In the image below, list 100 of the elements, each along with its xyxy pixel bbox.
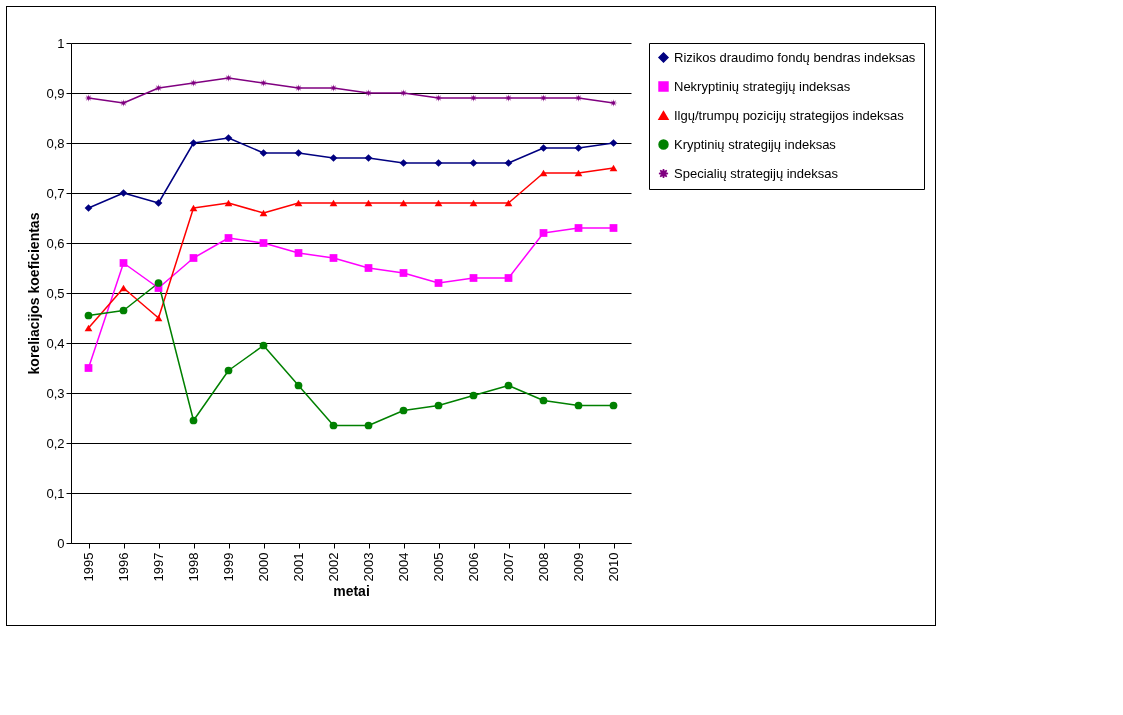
point bbox=[364, 199, 373, 207]
point bbox=[84, 94, 93, 102]
y-tick-label: 0,1 bbox=[46, 485, 65, 501]
point bbox=[504, 159, 513, 167]
point bbox=[504, 94, 513, 102]
point bbox=[154, 199, 163, 207]
point bbox=[609, 99, 618, 107]
point bbox=[84, 364, 93, 372]
point bbox=[189, 79, 198, 87]
point bbox=[119, 306, 128, 315]
point bbox=[539, 144, 548, 152]
point bbox=[609, 224, 618, 232]
point bbox=[154, 84, 163, 92]
point bbox=[434, 94, 443, 102]
point bbox=[84, 204, 93, 212]
point bbox=[329, 254, 338, 262]
y-axis-title: koreliacijos koeficientas bbox=[26, 212, 43, 375]
x-tick-label: 2003 bbox=[361, 552, 376, 582]
x-tick-label: 2001 bbox=[291, 552, 306, 582]
point bbox=[329, 154, 338, 162]
y-tick-label: 0,6 bbox=[46, 235, 65, 251]
point bbox=[364, 154, 373, 162]
point bbox=[574, 401, 583, 410]
point bbox=[189, 139, 198, 147]
x-tick-label: 2004 bbox=[396, 552, 411, 582]
point bbox=[574, 169, 583, 177]
point bbox=[574, 94, 583, 102]
legend-label: Specialių strategijų indeksas bbox=[674, 165, 839, 181]
point bbox=[504, 199, 513, 207]
point bbox=[539, 396, 548, 405]
point bbox=[399, 159, 408, 167]
x-tick-label: 2007 bbox=[501, 552, 516, 582]
x-tick-label: 2008 bbox=[536, 552, 551, 582]
y-tick-label: 0 bbox=[57, 535, 65, 551]
point bbox=[189, 416, 198, 425]
point bbox=[364, 421, 373, 430]
point bbox=[469, 274, 478, 282]
y-tick-label: 0,9 bbox=[46, 85, 65, 101]
x-tick-label: 2005 bbox=[431, 552, 446, 582]
point bbox=[469, 94, 478, 102]
x-tick-label: 1997 bbox=[151, 552, 166, 582]
point bbox=[119, 189, 128, 197]
point bbox=[469, 199, 478, 207]
legend-label: Nekryptinių strategijų indeksas bbox=[674, 78, 851, 94]
y-tick-label: 0,2 bbox=[46, 435, 65, 451]
x-tick-label: 1996 bbox=[116, 552, 131, 582]
y-tick-label: 0,3 bbox=[46, 385, 65, 401]
x-tick-label: 1999 bbox=[221, 552, 236, 582]
point bbox=[294, 149, 303, 157]
point bbox=[399, 406, 408, 415]
x-axis-title: metai bbox=[333, 583, 370, 600]
x-tick-label: 2000 bbox=[256, 552, 271, 582]
point bbox=[504, 381, 513, 390]
point bbox=[329, 199, 338, 207]
point bbox=[574, 224, 583, 232]
point bbox=[329, 84, 338, 92]
point bbox=[224, 234, 233, 242]
y-tick-label: 0,4 bbox=[46, 335, 65, 351]
point bbox=[189, 254, 198, 262]
point bbox=[434, 159, 443, 167]
point bbox=[399, 89, 408, 97]
point bbox=[539, 169, 548, 177]
point bbox=[504, 274, 513, 282]
point bbox=[119, 284, 128, 292]
legend-label: Kryptinių strategijų indeksas bbox=[674, 136, 837, 152]
point bbox=[329, 421, 338, 430]
point bbox=[224, 74, 233, 82]
point bbox=[539, 229, 548, 237]
point bbox=[609, 164, 618, 172]
y-tick-label: 0,7 bbox=[46, 185, 65, 201]
point bbox=[259, 341, 268, 350]
x-tick-label: 1995 bbox=[81, 552, 96, 582]
point bbox=[364, 89, 373, 97]
point bbox=[294, 249, 303, 257]
point bbox=[294, 84, 303, 92]
point bbox=[119, 99, 128, 107]
point bbox=[259, 239, 268, 247]
point bbox=[259, 149, 268, 157]
point bbox=[189, 204, 198, 212]
x-tick-label: 2002 bbox=[326, 552, 341, 582]
point bbox=[469, 391, 478, 400]
point bbox=[434, 199, 443, 207]
x-tick-label: 2006 bbox=[466, 552, 481, 582]
y-tick-label: 1 bbox=[57, 35, 65, 51]
y-tick-label: 0,5 bbox=[46, 285, 65, 301]
point bbox=[119, 259, 128, 267]
point bbox=[154, 314, 163, 322]
point bbox=[434, 401, 443, 410]
legend-label: Rizikos draudimo fondų bendras indeksas bbox=[674, 49, 916, 65]
y-tick-label: 0,8 bbox=[46, 135, 65, 151]
x-tick-label: 2009 bbox=[571, 552, 586, 582]
point bbox=[84, 324, 93, 332]
legend-label: Ilgų/trumpų pozicijų strategijos indeksas bbox=[674, 107, 905, 123]
point bbox=[84, 311, 93, 320]
point bbox=[574, 144, 583, 152]
point bbox=[259, 79, 268, 87]
point bbox=[469, 159, 478, 167]
point bbox=[399, 199, 408, 207]
point bbox=[434, 279, 443, 287]
point bbox=[539, 94, 548, 102]
